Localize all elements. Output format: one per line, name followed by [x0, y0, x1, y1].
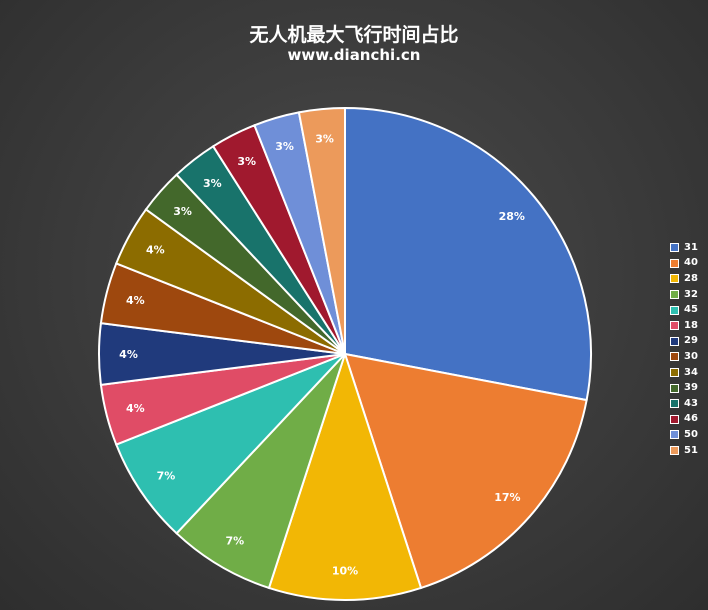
- chart-title: 无人机最大飞行时间占比: [249, 24, 459, 46]
- data-label-51: 3%: [315, 132, 334, 145]
- legend-label: 34: [684, 366, 698, 378]
- legend-item-50: 50: [670, 427, 698, 443]
- legend-item-18: 18: [670, 318, 698, 334]
- data-label-39: 3%: [173, 205, 192, 218]
- data-label-46: 3%: [237, 155, 256, 168]
- data-label-40: 17%: [494, 491, 520, 504]
- data-label-31: 28%: [499, 210, 525, 223]
- legend-swatch: [670, 352, 679, 362]
- legend-item-30: 30: [670, 349, 698, 365]
- legend-swatch: [670, 414, 679, 424]
- legend-swatch: [670, 336, 679, 346]
- legend-label: 39: [684, 382, 698, 394]
- data-label-45: 7%: [157, 470, 176, 483]
- legend-label: 50: [684, 428, 698, 440]
- data-label-43: 3%: [203, 177, 222, 190]
- legend-swatch: [670, 368, 679, 378]
- chart-legend: 31 40 28 32 45 18 29 30 34 39 43 46 50 51: [670, 240, 698, 458]
- legend-label: 43: [684, 397, 698, 409]
- data-label-29: 4%: [119, 348, 138, 361]
- legend-label: 32: [684, 288, 698, 300]
- pie-slice-28: [267, 350, 423, 601]
- legend-swatch: [670, 321, 679, 331]
- legend-swatch: [670, 290, 679, 300]
- data-label-50: 3%: [275, 140, 294, 153]
- legend-item-40: 40: [670, 256, 698, 272]
- legend-item-46: 46: [670, 412, 698, 428]
- legend-swatch: [670, 305, 679, 315]
- data-label-28: 10%: [332, 564, 358, 577]
- legend-label: 51: [684, 444, 698, 456]
- chart-subtitle: www.dianchi.cn: [287, 46, 421, 64]
- legend-item-32: 32: [670, 287, 698, 303]
- legend-label: 45: [684, 304, 698, 316]
- legend-label: 31: [684, 241, 698, 253]
- pie-slice-32: [175, 353, 346, 590]
- legend-label: 28: [684, 272, 698, 284]
- legend-swatch: [670, 258, 679, 268]
- legend-label: 40: [684, 257, 698, 269]
- pie-slice-40: [343, 352, 588, 590]
- legend-item-39: 39: [670, 380, 698, 396]
- legend-swatch: [670, 399, 679, 409]
- pie-slice-31: [344, 106, 592, 402]
- data-label-18: 4%: [126, 402, 145, 415]
- data-label-30: 4%: [126, 294, 145, 307]
- data-label-32: 7%: [225, 534, 244, 547]
- legend-item-45: 45: [670, 302, 698, 318]
- legend-label: 29: [684, 335, 698, 347]
- legend-swatch: [670, 430, 679, 440]
- legend-swatch: [670, 446, 679, 456]
- legend-item-28: 28: [670, 271, 698, 287]
- legend-label: 18: [684, 319, 698, 331]
- pie-slice-51: [297, 106, 346, 355]
- legend-swatch: [670, 243, 679, 253]
- legend-item-43: 43: [670, 396, 698, 412]
- legend-item-34: 34: [670, 365, 698, 381]
- legend-label: 46: [684, 413, 698, 425]
- legend-item-31: 31: [670, 240, 698, 256]
- pie-slice-45: [114, 353, 346, 535]
- legend-swatch: [670, 383, 679, 393]
- legend-item-29: 29: [670, 334, 698, 350]
- legend-swatch: [670, 274, 679, 284]
- legend-item-51: 51: [670, 443, 698, 459]
- legend-label: 30: [684, 350, 698, 362]
- data-label-34: 4%: [146, 244, 165, 257]
